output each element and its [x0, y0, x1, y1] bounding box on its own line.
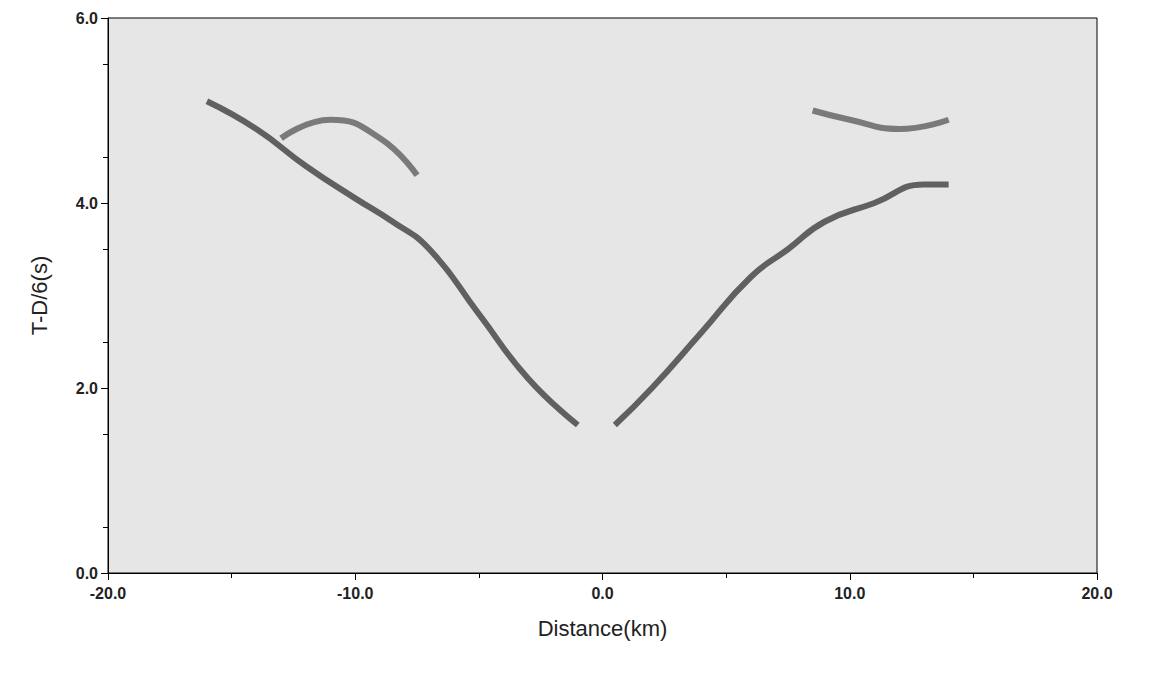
svg-text:-20.0: -20.0: [90, 585, 127, 602]
svg-text:Distance(km): Distance(km): [538, 616, 668, 641]
svg-text:T-D/6(s): T-D/6(s): [27, 256, 52, 335]
svg-text:0.0: 0.0: [591, 585, 613, 602]
svg-text:20.0: 20.0: [1081, 585, 1112, 602]
svg-text:0.0: 0.0: [76, 565, 98, 582]
svg-text:10.0: 10.0: [834, 585, 865, 602]
svg-text:4.0: 4.0: [76, 195, 98, 212]
svg-text:6.0: 6.0: [76, 10, 98, 27]
svg-text:-10.0: -10.0: [337, 585, 374, 602]
svg-text:2.0: 2.0: [76, 380, 98, 397]
